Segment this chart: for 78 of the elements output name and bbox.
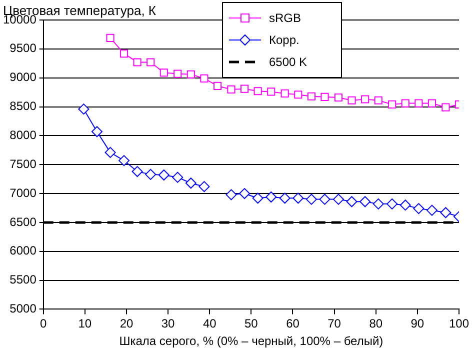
y-tick-label: 7500 (10, 156, 37, 171)
point (320, 92, 329, 101)
point (145, 168, 156, 180)
point (240, 84, 249, 93)
point (198, 181, 210, 192)
x-tick-label: 90 (410, 316, 424, 331)
point (186, 70, 195, 78)
x-tick-label: 40 (202, 316, 217, 331)
x-tick-label: 70 (328, 316, 342, 331)
x-tick-label: 30 (161, 316, 176, 331)
point (332, 194, 344, 205)
legend-label: 6500 K (269, 55, 308, 69)
point (386, 198, 398, 210)
x-tick-label: 100 (448, 316, 470, 331)
x-tick-label: 20 (120, 316, 134, 331)
point (374, 96, 382, 104)
point (133, 58, 142, 66)
point (334, 93, 342, 102)
point (213, 82, 222, 90)
point (360, 196, 371, 208)
x-tick-label: 0 (40, 316, 48, 331)
point (361, 95, 370, 104)
legend-label: Корр. (269, 33, 300, 47)
point (426, 204, 438, 216)
point (292, 192, 304, 204)
point (200, 74, 208, 82)
legend-label: sRGB (269, 11, 302, 25)
point (294, 90, 302, 99)
point (132, 166, 143, 178)
point (306, 194, 317, 205)
y-tick-label: 6500 (10, 214, 37, 229)
point (279, 192, 290, 204)
y-tick-label: 5000 (10, 302, 37, 316)
x-axis-title: Шкала серого, % (0% – черный, 100% – белый) (119, 334, 384, 348)
point (158, 170, 170, 181)
y-tick-label: 8000 (10, 128, 37, 142)
y-tick-label: 9500 (10, 41, 37, 56)
point (372, 198, 384, 210)
point (91, 126, 102, 138)
point (428, 99, 436, 108)
point (440, 207, 452, 218)
point (146, 58, 155, 66)
point (252, 192, 264, 204)
point (239, 188, 250, 200)
point (254, 87, 262, 96)
point (413, 203, 424, 214)
point (174, 70, 182, 78)
y-tick-label: 6000 (10, 244, 37, 258)
y-tick-label: 5500 (10, 272, 37, 287)
point (227, 85, 236, 94)
x-tick-label: 50 (244, 316, 258, 331)
point (348, 96, 356, 104)
point (346, 196, 358, 208)
x-tick-label: 10 (78, 316, 92, 331)
point (307, 92, 316, 100)
point (401, 99, 410, 108)
point (400, 200, 411, 211)
point (104, 146, 116, 158)
point (118, 155, 130, 166)
point (226, 189, 237, 200)
x-tick-label: 60 (286, 316, 300, 331)
point (388, 100, 396, 108)
point (106, 34, 114, 42)
point (185, 178, 196, 189)
point (442, 103, 450, 112)
point (78, 104, 90, 115)
point (319, 194, 330, 205)
point (120, 50, 128, 58)
point (172, 172, 184, 183)
y-tick-label: 8500 (10, 99, 37, 114)
y-tick-label: 9000 (10, 70, 37, 84)
point (266, 191, 277, 202)
point (414, 99, 423, 108)
point (280, 89, 289, 98)
point (160, 68, 168, 77)
x-tick-label: 80 (369, 316, 383, 331)
y-tick-label: 7000 (10, 186, 37, 200)
point (267, 88, 276, 96)
